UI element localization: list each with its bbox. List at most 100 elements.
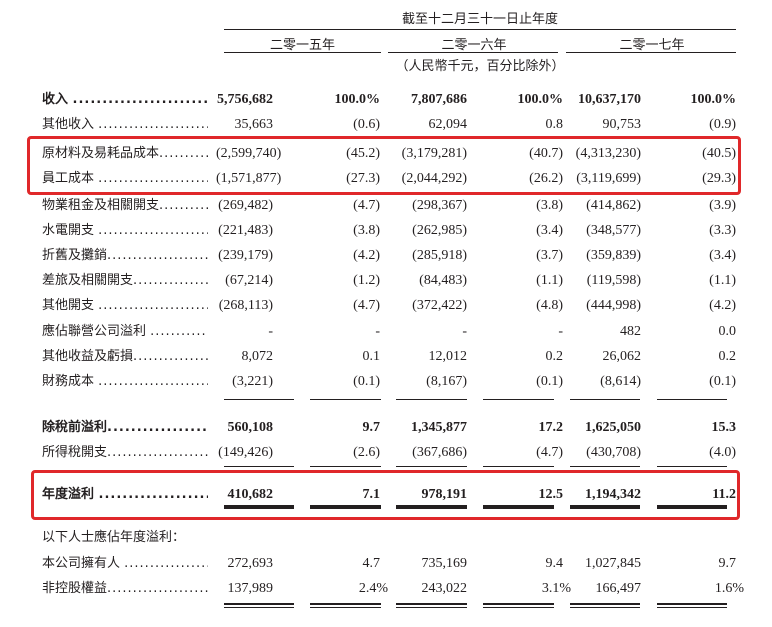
subtotal-rule [483,466,554,467]
row-label: 物業租金及相關開支 [42,198,160,213]
value-2016: (3,179,281) [401,146,467,161]
pct-2016: (3.8) [536,198,563,213]
value-2015: (1,571,877) [216,171,282,186]
value-2016: (8,167) [426,374,467,389]
dot-leader: .............................. [98,374,208,389]
pct-2015: 100.0% [334,92,381,107]
dot-leader: .............................. [150,324,208,339]
pct-2015: (2.6) [353,445,380,460]
row-label: 應佔聯營公司溢利 [42,324,147,339]
year-2016: 二零一六年 [441,38,507,53]
value-2016: 243,022 [421,581,468,596]
row-label: 其他收益及虧損 [42,349,134,364]
value-2015: (3,221) [232,374,273,389]
pct-2015: (0.1) [353,374,380,389]
row-other-income: 其他收入 .............................. 35,6… [0,113,772,137]
pct-2017: (4.2) [709,298,736,313]
pct-2017: (0.1) [709,374,736,389]
value-2016: (2,044,292) [401,171,467,186]
pct-2016: (4.8) [536,298,563,313]
dot-leader: .............................. [98,223,208,238]
value-2017: 26,062 [602,349,642,364]
row-property-rent: 物業租金及相關開支.............................. … [0,194,772,218]
subtotal-rule [224,466,294,467]
pct-2015: (4.7) [353,298,380,313]
value-2016: (298,367) [412,198,467,213]
value-2016: 1,345,877 [411,420,467,435]
double-rule [396,603,467,608]
value-2017: (359,839) [586,248,641,263]
pct-2015: (4.7) [353,198,380,213]
row-depreciation: 折舊及攤銷.............................. (239… [0,244,772,268]
value-2015: (269,482) [218,198,273,213]
value-2016: 978,191 [421,487,468,502]
pct-2016: - [558,324,563,339]
row-label: 年度溢利 [42,487,95,502]
value-2015: (221,483) [218,223,273,238]
row-finance-costs: 財務成本 .............................. (3,2… [0,370,772,394]
row-label: 員工成本 [42,171,95,186]
value-2017: (4,313,230) [575,146,641,161]
row-label: 所得稅開支 [42,445,108,460]
value-2015: (67,214) [225,273,273,288]
dot-leader: .............................. [107,248,208,263]
subtotal-rule [396,399,467,400]
value-2017: 1,194,342 [585,487,641,502]
year-rule-2017 [566,52,736,53]
value-2017: 482 [620,324,641,339]
dot-leader: .............................. [98,487,208,502]
dot-leader: .............................. [107,581,208,596]
subtotal-rule [570,466,640,467]
total-rule [483,505,554,509]
total-rule [570,505,640,509]
row-profit-for-year: 年度溢利 .............................. 410,… [0,483,772,507]
row-label: 財務成本 [42,374,95,389]
year-2017: 二零一七年 [619,38,685,53]
pct-2017: (1.1) [709,273,736,288]
pct-2016: 0.8 [545,117,564,132]
total-rule [657,505,727,509]
row-profit-before-tax: 除稅前溢利.............................. 560,… [0,416,772,440]
value-2017: (3,119,699) [576,171,641,186]
value-2017: (430,708) [586,445,641,460]
value-2017: 1,625,050 [585,420,641,435]
dot-leader: .............................. [159,146,208,161]
row-raw-materials: 原材料及易耗品成本.............................. … [0,142,772,166]
value-2015: 272,693 [227,556,274,571]
header-rule [224,29,736,30]
pct-2017: 9.7 [718,556,737,571]
pct-2017: (3.3) [709,223,736,238]
pct-2016: 100.0% [517,92,564,107]
value-2015: 137,989 [227,581,274,596]
pct-2015: 0.1 [362,349,381,364]
pct-2017: 1.6% [714,581,744,596]
value-2015: (268,113) [218,298,273,313]
value-2016: 12,012 [428,349,468,364]
pct-2016: (3.4) [536,223,563,238]
pct-2017: (3.4) [709,248,736,263]
subtotal-rule [224,399,294,400]
pct-2015: 4.7 [362,556,381,571]
row-associates-share: 應佔聯營公司溢利 .............................. … [0,320,772,344]
dot-leader: .............................. [72,92,208,107]
value-2016: (372,422) [412,298,467,313]
row-label: 本公司擁有人 [42,556,121,571]
double-rule [483,603,554,608]
pct-2015: - [375,324,380,339]
value-2015: (239,179) [218,248,273,263]
total-rule [310,505,381,509]
row-other-gains: 其他收益及虧損.............................. 8,… [0,345,772,369]
pct-2016: 0.2 [545,349,564,364]
value-2015: 560,108 [227,420,274,435]
double-rule [310,603,381,608]
subtotal-rule [396,466,467,467]
value-2015: (149,426) [218,445,273,460]
value-2016: (262,985) [412,223,467,238]
pct-2017: (40.5) [702,146,736,161]
subtotal-rule [657,466,727,467]
row-label: 其他收入 [42,117,95,132]
row-owners: 本公司擁有人 .............................. 27… [0,552,772,576]
pct-2016: (40.7) [529,146,563,161]
subtotal-rule [310,466,381,467]
dot-leader: .............................. [159,198,208,213]
